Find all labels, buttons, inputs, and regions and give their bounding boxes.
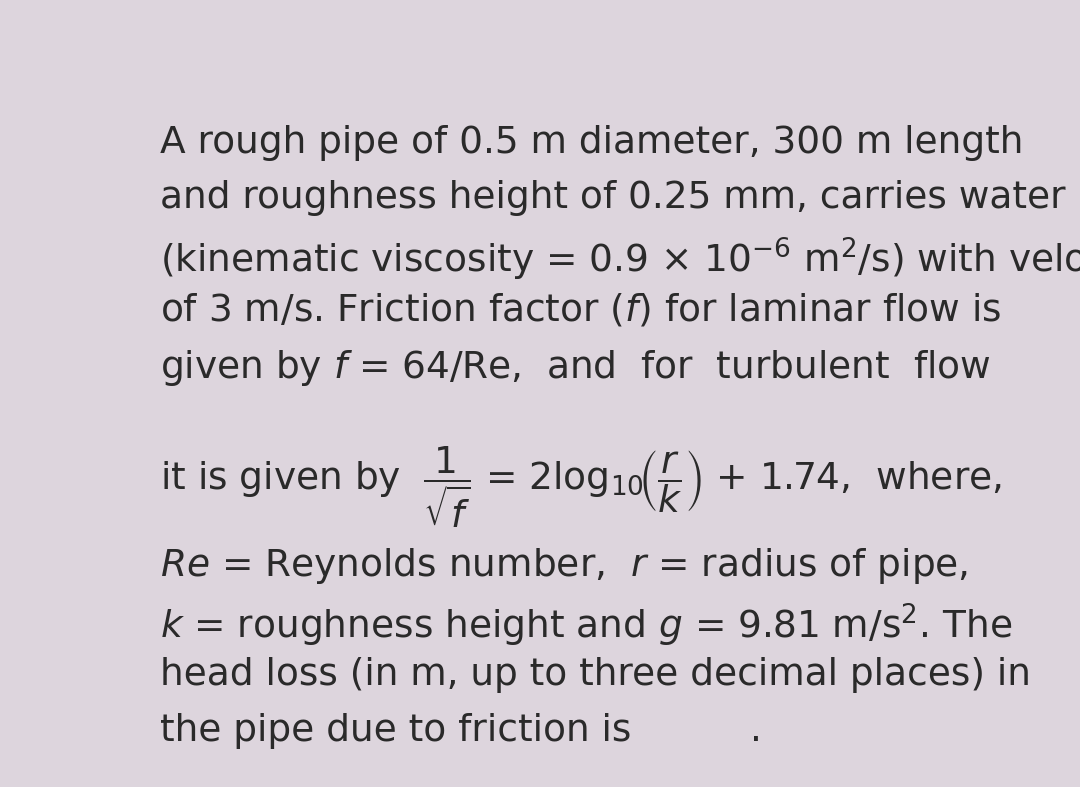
Text: $k$ = roughness height and $g$ = 9.81 m/s$^{2}$. The: $k$ = roughness height and $g$ = 9.81 m/… bbox=[160, 601, 1012, 648]
Text: (kinematic viscosity = 0.9 $\times$ 10$^{-6}$ m$^{2}$/s) with velocity: (kinematic viscosity = 0.9 $\times$ 10$^… bbox=[160, 236, 1080, 283]
Text: the pipe due to friction is: the pipe due to friction is bbox=[160, 713, 632, 749]
Text: $Re$ = Reynolds number,  $r$ = radius of pipe,: $Re$ = Reynolds number, $r$ = radius of … bbox=[160, 545, 969, 586]
Text: of 3 m/s. Friction factor ($f$) for laminar flow is: of 3 m/s. Friction factor ($f$) for lami… bbox=[160, 292, 1001, 329]
Text: A rough pipe of 0.5 m diameter, 300 m length: A rough pipe of 0.5 m diameter, 300 m le… bbox=[160, 125, 1024, 161]
Text: given by $f$ = 64/Re,  and  for  turbulent  flow: given by $f$ = 64/Re, and for turbulent … bbox=[160, 348, 991, 388]
Text: and roughness height of 0.25 mm, carries water: and roughness height of 0.25 mm, carries… bbox=[160, 180, 1066, 216]
Text: it is given by  $\dfrac{1}{\sqrt{f}}$ = 2log$_{10}$$\!\left(\dfrac{r}{k}\right)$: it is given by $\dfrac{1}{\sqrt{f}}$ = 2… bbox=[160, 445, 1002, 530]
Text: head loss (in m, up to three decimal places) in: head loss (in m, up to three decimal pla… bbox=[160, 657, 1031, 693]
Text: .: . bbox=[751, 713, 762, 749]
